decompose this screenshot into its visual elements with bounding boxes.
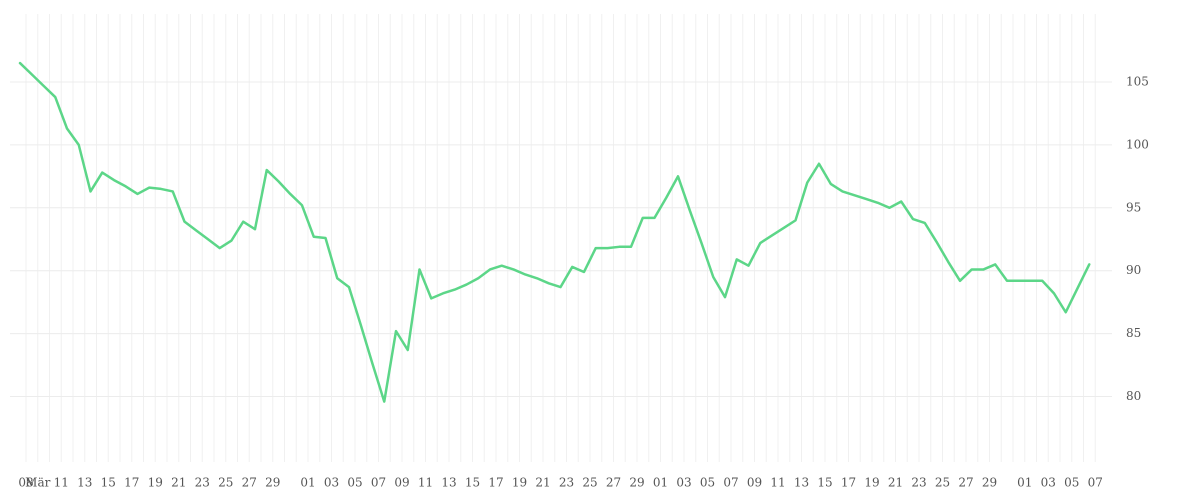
x-tick-label: 07 [1088,476,1103,490]
x-tick-label: 09 [747,476,762,490]
x-tick-label: 05 [347,476,362,490]
x-tick-label: 11 [418,476,433,490]
x-tick-label: 27 [958,476,973,490]
x-tick-label: 11 [54,476,69,490]
x-tick-label: 19 [148,476,163,490]
x-tick-label: 11 [770,476,785,490]
x-tick-label: 29 [265,476,280,490]
x-tick-label: 25 [582,476,597,490]
y-tick-label: 80 [1126,389,1141,403]
x-tick-label: 27 [242,476,257,490]
x-tick-label: 21 [535,476,550,490]
x-tick-label: 01 [653,476,668,490]
x-tick-label: 01 [300,476,315,490]
x-tick-label: 19 [512,476,527,490]
x-tick-label: 05 [700,476,715,490]
x-tick-label: 23 [911,476,926,490]
line [18,61,1091,403]
x-tick-label: 15 [101,476,116,490]
x-tick-label: 15 [465,476,480,490]
x-tick-label: 05 [1064,476,1079,490]
x-tick-label: 23 [559,476,574,490]
x-tick-label: 08 [18,476,33,490]
x-tick-label: 13 [77,476,92,490]
x-tick-label: 01 [1017,476,1032,490]
x-tick-label: 25 [218,476,233,490]
y-tick-label: 85 [1126,326,1141,340]
x-tick-label: 07 [723,476,738,490]
x-tick-label: Mär [25,476,50,490]
y-tick-label: 105 [1126,74,1149,88]
x-tick-label: 09 [394,476,409,490]
x-tick-label: 13 [441,476,456,490]
x-tick-label: 07 [371,476,386,490]
x-tick-label: 03 [676,476,691,490]
x-tick-label: 21 [171,476,186,490]
x-tick-label: 21 [888,476,903,490]
x-tick-label: 03 [324,476,339,490]
x-tick-label: 29 [629,476,644,490]
y-tick-label: 95 [1126,200,1141,214]
y-tick-label: 100 [1126,137,1149,151]
x-tick-label: 27 [606,476,621,490]
x-tick-label: 17 [488,476,503,490]
x-tick-label: 29 [982,476,997,490]
x-tick-label: 03 [1041,476,1056,490]
x-tick-label: 13 [794,476,809,490]
x-tick-label: 25 [935,476,950,490]
x-tick-label: 23 [195,476,210,490]
x-tick-label: 17 [841,476,856,490]
x-tick-label: 17 [124,476,139,490]
y-tick-label: 90 [1126,263,1141,277]
x-tick-label: 15 [817,476,832,490]
x-tick-label: 19 [864,476,879,490]
